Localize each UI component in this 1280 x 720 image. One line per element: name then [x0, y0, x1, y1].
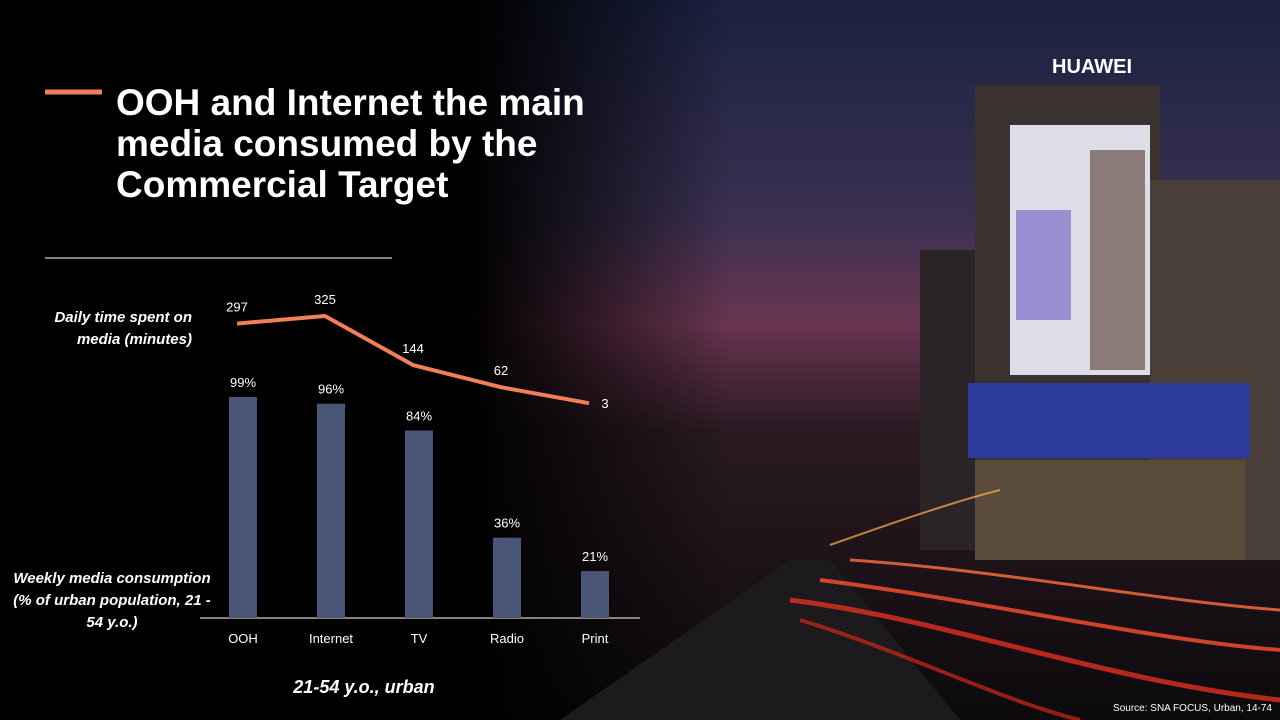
source: Source: SNA FOCUS, Urban, 14-74	[1113, 703, 1272, 714]
x-tick-label: Print	[582, 631, 609, 646]
bar	[317, 403, 345, 618]
bar	[493, 537, 521, 618]
line-value-label: 297	[226, 300, 248, 315]
line-value-label: 3	[601, 396, 608, 411]
bar-series-label: Weekly media consumption (% of urban pop…	[13, 570, 211, 631]
x-tick-label: Internet	[309, 631, 353, 646]
line-value-label: 325	[314, 292, 336, 307]
bar-value-label: 84%	[406, 408, 432, 423]
bar-value-label: 36%	[494, 516, 520, 531]
line-value-label: 62	[494, 363, 508, 378]
bar-value-label: 99%	[230, 375, 256, 390]
bar	[581, 571, 609, 618]
bar	[405, 430, 433, 618]
bar-value-label: 21%	[582, 549, 608, 564]
bar	[229, 397, 257, 618]
x-tick-label: Radio	[490, 631, 524, 646]
bar-value-label: 96%	[318, 382, 344, 397]
title: OOH and Internet the main media consumed…	[116, 82, 585, 205]
line-value-label: 144	[402, 341, 424, 356]
chart: OOH Internet TV Radio Print 99% 96% 84% 36% 21% 29…	[200, 292, 640, 646]
brand: HUAWEI	[1052, 56, 1132, 78]
line	[236, 314, 590, 406]
line-series-label: Daily time spent on media (minutes)	[54, 309, 192, 348]
x-axis-label: 21-54 y.o., urban	[293, 677, 435, 697]
x-tick-label: OOH	[228, 631, 258, 646]
x-tick-label: TV	[411, 631, 428, 646]
